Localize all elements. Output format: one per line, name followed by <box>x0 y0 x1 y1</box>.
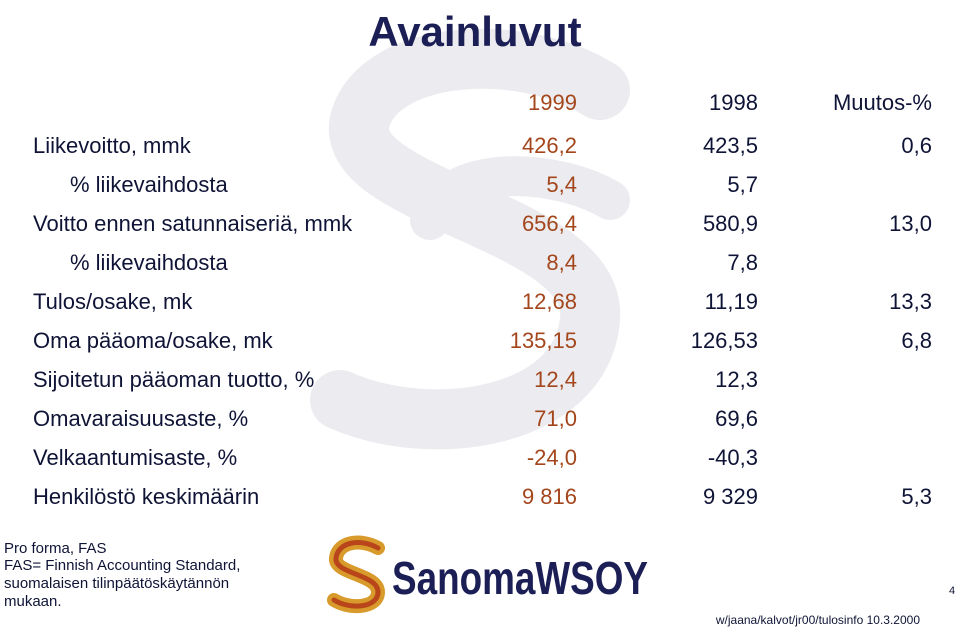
cell-value: 423,5 <box>703 133 758 158</box>
cell-value: 12,4 <box>534 367 577 392</box>
column-header: 1999 <box>528 90 577 115</box>
row-label: Liikevoitto, mmk <box>33 133 192 158</box>
logo-text: SanomaWSOY <box>392 552 648 604</box>
cell-value: 13,0 <box>889 211 932 236</box>
logo: SanomaWSOY <box>327 535 648 614</box>
cell-value: 13,3 <box>889 289 932 314</box>
note-line: Pro forma, FAS <box>4 540 107 557</box>
cell-value: 9 816 <box>522 484 577 509</box>
note-line: suomalaisen tilinpäätöskäytännön <box>4 575 229 592</box>
logo-icon <box>327 535 386 614</box>
row-label: Voitto ennen satunnaiseriä, mmk <box>33 211 353 236</box>
row-label: Sijoitetun pääoman tuotto, % <box>33 367 314 392</box>
row-label: Velkaantumisaste, % <box>33 445 237 470</box>
row-label: % liikevaihdosta <box>70 172 229 197</box>
cell-value: 71,0 <box>534 406 577 431</box>
cell-value: 9 329 <box>703 484 758 509</box>
column-header: 1998 <box>709 90 758 115</box>
note-line: FAS= Finnish Accounting Standard, <box>4 557 240 574</box>
cell-value: -24,0 <box>527 445 577 470</box>
row-label: Henkilöstö keskimäärin <box>33 484 259 509</box>
cell-value: 135,15 <box>510 328 577 353</box>
file-path: w/jaana/kalvot/jr00/tulosinfo 10.3.2000 <box>715 613 920 627</box>
table: 1999 1998 Muutos-% Liikevoitto, mmk 426,2 423… <box>33 90 932 509</box>
cell-value: 8,4 <box>546 250 577 275</box>
cell-value: 5,3 <box>901 484 932 509</box>
cell-value: 5,4 <box>546 172 577 197</box>
watermark <box>310 28 630 450</box>
cell-value: 69,6 <box>715 406 758 431</box>
cell-value: -40,3 <box>708 445 758 470</box>
page-number: 4 <box>949 585 955 597</box>
cell-value: 11,19 <box>705 289 758 314</box>
column-header: Muutos-% <box>833 90 932 115</box>
row-label: Tulos/osake, mk <box>33 289 193 314</box>
cell-value: 12,3 <box>715 367 758 392</box>
cell-value: 0,6 <box>901 133 932 158</box>
cell-value: 6,8 <box>901 328 932 353</box>
cell-value: 7,8 <box>727 250 758 275</box>
row-label: Oma pääoma/osake, mk <box>33 328 274 353</box>
note: Pro forma, FAS FAS= Finnish Accounting S… <box>4 540 240 610</box>
cell-value: 426,2 <box>522 133 577 158</box>
row-label: % liikevaihdosta <box>70 250 229 275</box>
title: Avainluvut <box>368 8 581 55</box>
cell-value: 656,4 <box>522 211 577 236</box>
cell-value: 5,7 <box>727 172 758 197</box>
note-line: mukaan. <box>4 593 62 610</box>
cell-value: 580,9 <box>703 211 758 236</box>
cell-value: 12,68 <box>522 289 577 314</box>
cell-value: 126,53 <box>691 328 758 353</box>
row-label: Omavaraisuusaste, % <box>33 406 248 431</box>
